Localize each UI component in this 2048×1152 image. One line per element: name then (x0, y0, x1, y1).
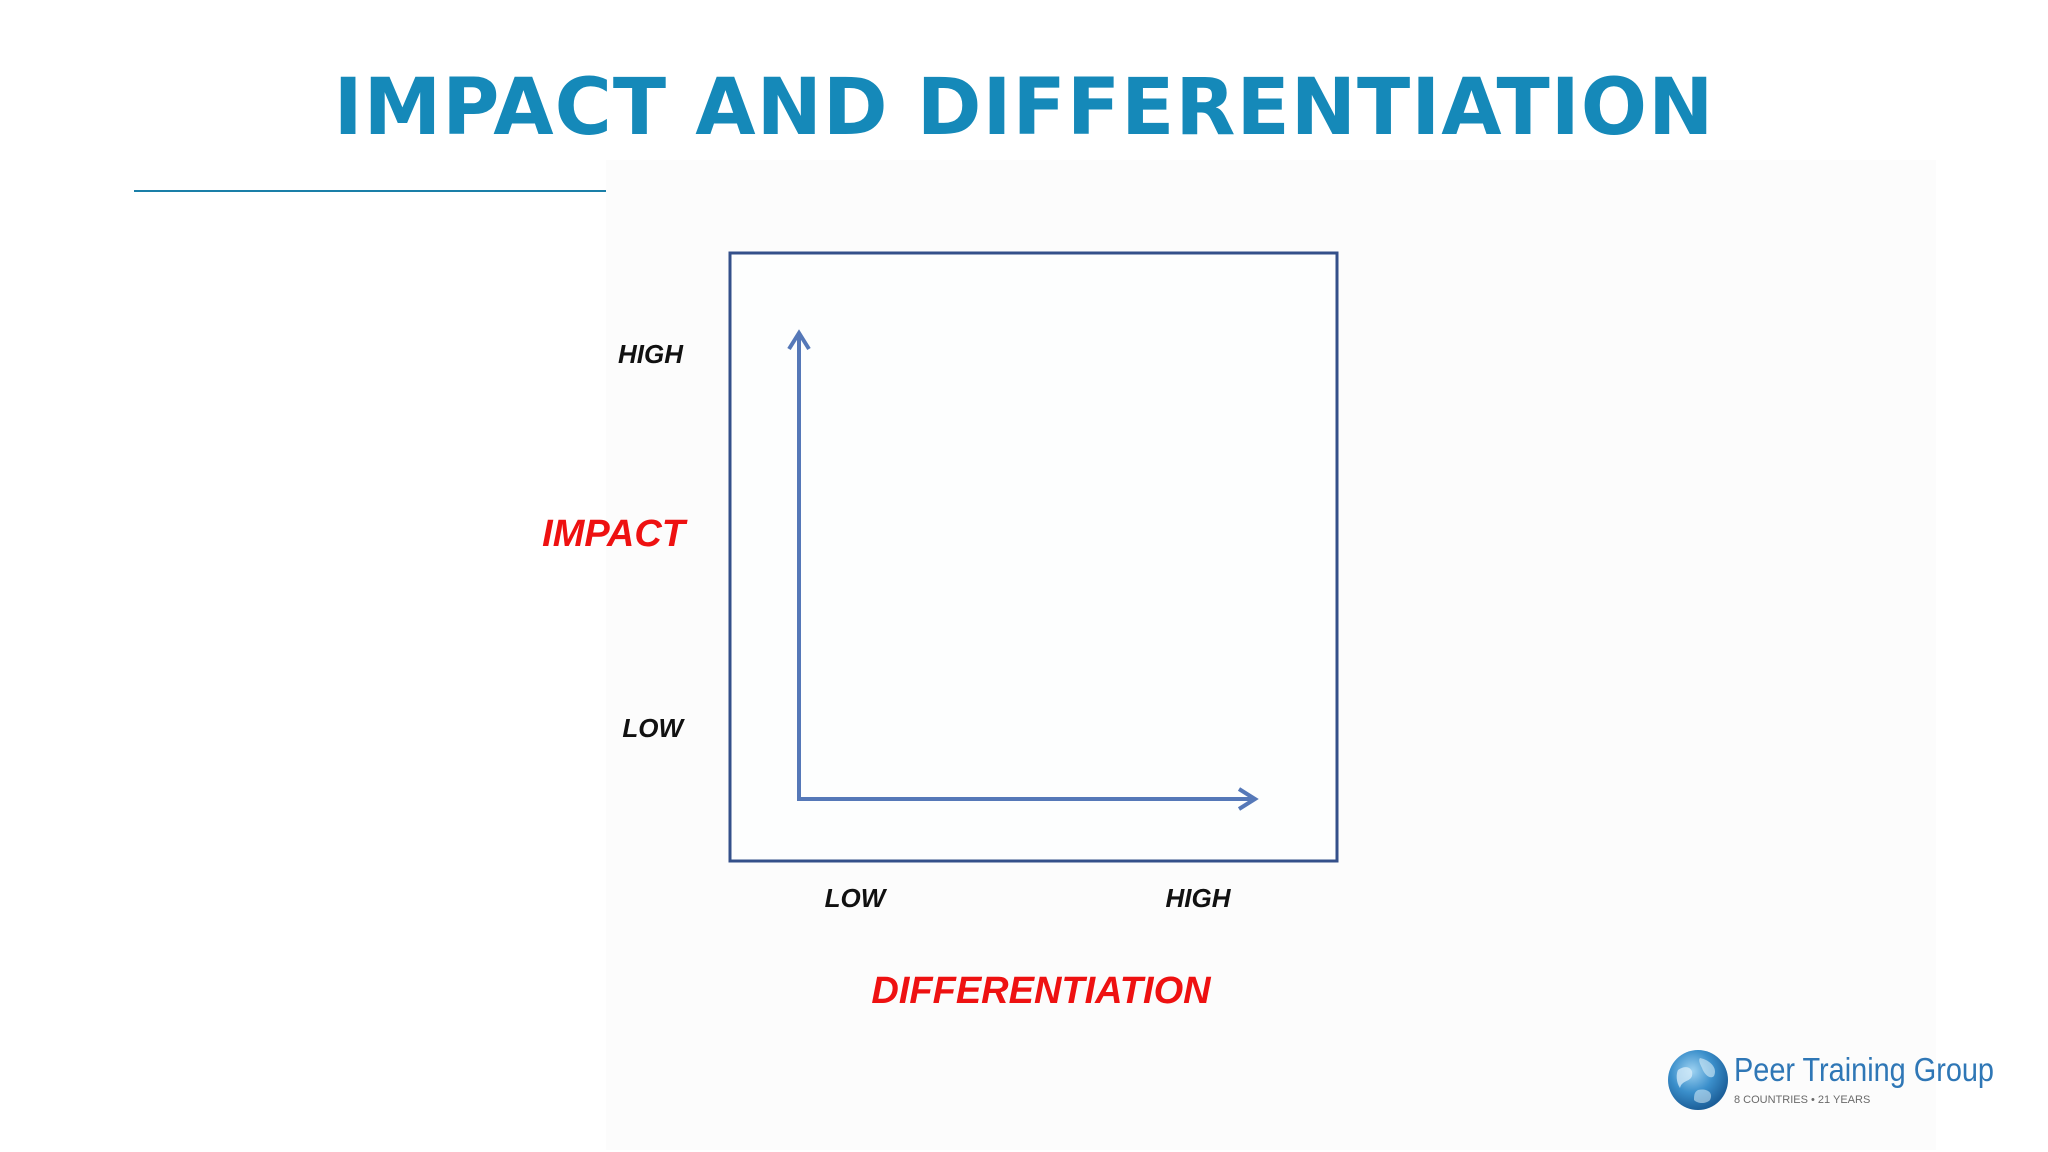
x-axis-high-label: HIGH (1166, 883, 1232, 913)
x-axis-arrowhead (1237, 787, 1259, 811)
x-axis-title: DIFFERENTIATION (871, 970, 1212, 1012)
logo-wordmark: Peer Training Group (1734, 1051, 1994, 1088)
peer-training-group-logo: Peer Training Group 8 COUNTRIES • 21 YEA… (1668, 1050, 1994, 1110)
y-axis-low-label: LOW (622, 713, 685, 743)
y-axis-arrowhead (787, 329, 811, 351)
y-axis-title: IMPACT (542, 513, 688, 555)
diagram-frame (728, 251, 1339, 863)
logo-tagline: 8 COUNTRIES • 21 YEARS (1734, 1094, 1870, 1106)
page-title: IMPACT AND DIFFERENTIATION (333, 63, 1715, 153)
globe-icon (1668, 1050, 1728, 1110)
x-axis-low-label: LOW (825, 883, 888, 913)
y-axis-high-label: HIGH (618, 339, 684, 369)
